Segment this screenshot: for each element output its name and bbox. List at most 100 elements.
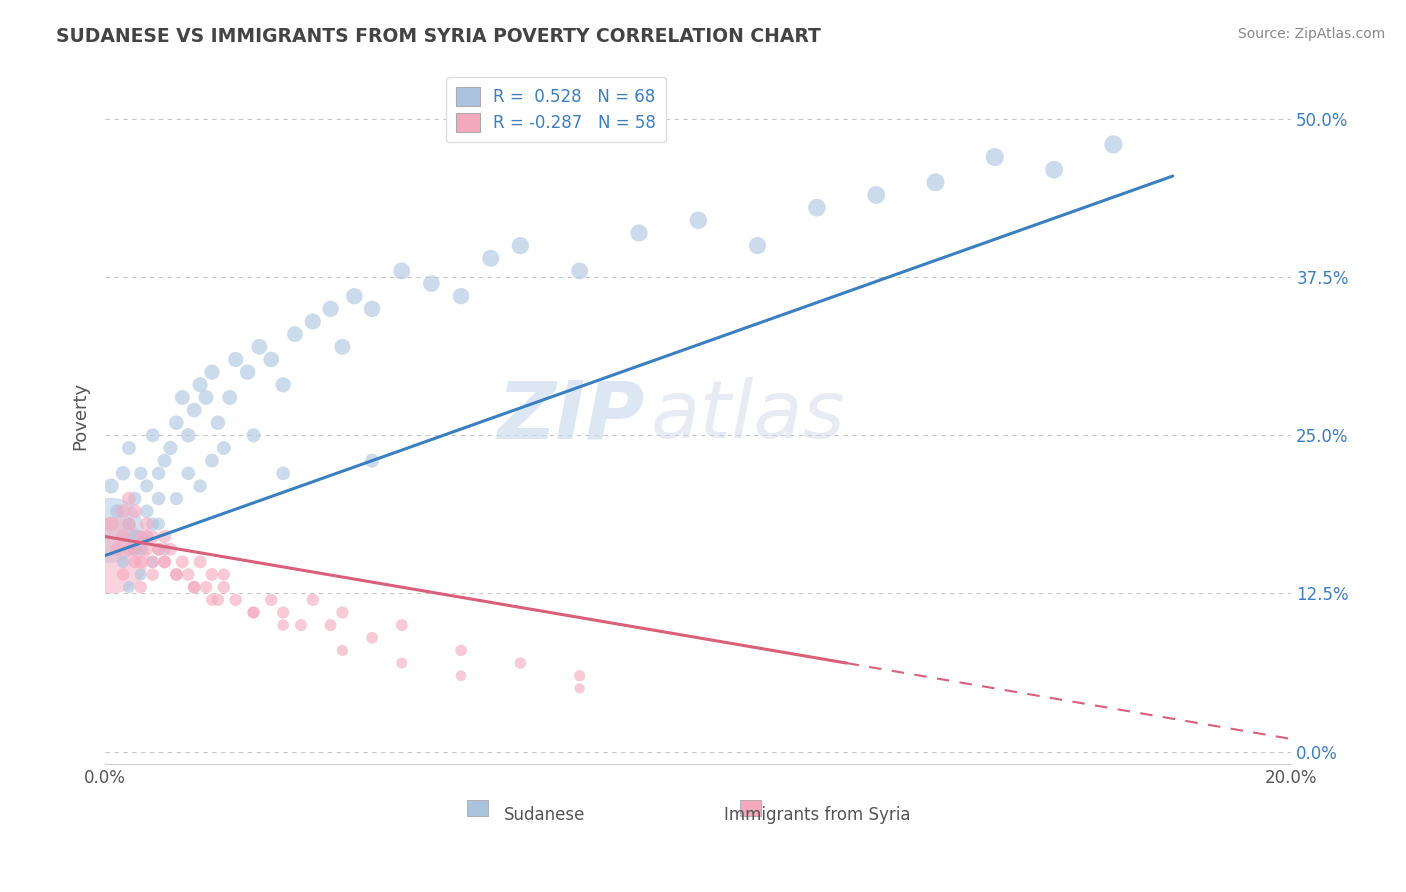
Point <box>153 453 176 467</box>
Point <box>201 592 224 607</box>
FancyBboxPatch shape <box>740 800 761 816</box>
Point <box>420 277 443 291</box>
Point <box>568 681 591 696</box>
Point <box>159 542 181 557</box>
Point <box>129 580 152 594</box>
Point <box>100 549 122 563</box>
FancyBboxPatch shape <box>467 800 488 816</box>
Point <box>688 213 710 227</box>
Point <box>195 580 218 594</box>
Point <box>142 567 165 582</box>
Text: Immigrants from Syria: Immigrants from Syria <box>724 806 910 824</box>
Point <box>148 542 170 557</box>
Point <box>100 516 122 531</box>
Point <box>225 592 247 607</box>
Point <box>111 467 134 481</box>
Point <box>153 555 176 569</box>
Point <box>177 567 200 582</box>
Point <box>924 175 946 189</box>
Point <box>118 441 141 455</box>
Text: Source: ZipAtlas.com: Source: ZipAtlas.com <box>1237 27 1385 41</box>
Point <box>260 352 283 367</box>
Point <box>105 504 128 518</box>
Point <box>124 491 146 506</box>
Point <box>135 542 157 557</box>
Point <box>129 555 152 569</box>
Point <box>361 453 384 467</box>
Point <box>124 555 146 569</box>
Point <box>806 201 828 215</box>
Point <box>1102 137 1125 152</box>
Point <box>319 618 342 632</box>
Point <box>212 441 235 455</box>
Point <box>105 542 128 557</box>
Point <box>332 643 354 657</box>
Point <box>135 504 157 518</box>
Point <box>391 656 413 670</box>
Point <box>177 428 200 442</box>
Point <box>111 555 134 569</box>
Point <box>361 631 384 645</box>
Point <box>172 391 194 405</box>
Point <box>129 542 152 557</box>
Point <box>142 530 165 544</box>
Text: atlas: atlas <box>651 377 845 456</box>
Point <box>129 567 152 582</box>
Point <box>290 618 312 632</box>
Point <box>153 530 176 544</box>
Point <box>284 327 307 342</box>
Point <box>249 340 271 354</box>
Point <box>212 567 235 582</box>
Point <box>142 555 165 569</box>
Point <box>148 542 170 557</box>
Point <box>124 530 146 544</box>
Point <box>301 592 323 607</box>
Point <box>118 516 141 531</box>
Text: SUDANESE VS IMMIGRANTS FROM SYRIA POVERTY CORRELATION CHART: SUDANESE VS IMMIGRANTS FROM SYRIA POVERT… <box>56 27 821 45</box>
Point <box>135 516 157 531</box>
Point <box>450 643 472 657</box>
Point <box>271 606 294 620</box>
Point <box>271 467 294 481</box>
Point <box>135 530 157 544</box>
Point <box>183 403 205 417</box>
Point <box>212 580 235 594</box>
Point <box>509 656 531 670</box>
Point <box>165 567 187 582</box>
Text: Sudanese: Sudanese <box>503 806 585 824</box>
Point <box>319 301 342 316</box>
Point <box>142 428 165 442</box>
Point <box>218 391 240 405</box>
Point <box>135 530 157 544</box>
Point <box>111 567 134 582</box>
Y-axis label: Poverty: Poverty <box>72 383 89 450</box>
Point <box>195 391 218 405</box>
Point <box>207 416 229 430</box>
Point <box>124 542 146 557</box>
Point <box>242 428 264 442</box>
Point <box>479 252 502 266</box>
Point <box>627 226 650 240</box>
Point <box>260 592 283 607</box>
Point <box>148 516 170 531</box>
Point <box>188 479 211 493</box>
Point <box>118 580 141 594</box>
Point <box>207 592 229 607</box>
Point <box>129 467 152 481</box>
Point <box>129 530 152 544</box>
Point <box>225 352 247 367</box>
Point <box>450 669 472 683</box>
Point <box>188 377 211 392</box>
Point <box>236 365 259 379</box>
Point <box>148 467 170 481</box>
Point <box>118 542 141 557</box>
Point <box>984 150 1007 164</box>
Point <box>450 289 472 303</box>
Point <box>159 441 181 455</box>
Point <box>242 606 264 620</box>
Point <box>568 669 591 683</box>
Point <box>391 618 413 632</box>
Point <box>165 416 187 430</box>
Point <box>118 516 141 531</box>
Point <box>1043 162 1066 177</box>
